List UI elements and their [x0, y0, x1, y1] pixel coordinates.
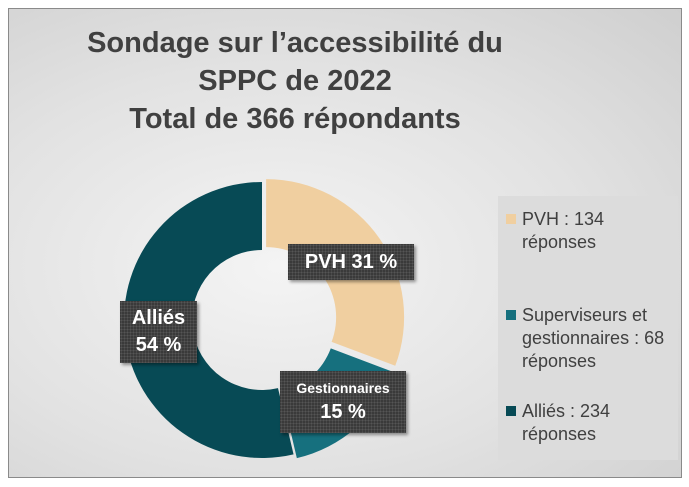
slice-allies [124, 182, 294, 458]
title-line-1: Sondage sur l’accessibilité du [87, 27, 503, 59]
data-label-allies: Alliés 54 % [120, 301, 197, 363]
legend-text: Superviseurs et gestionnaires : 68 répon… [522, 305, 665, 371]
legend-text: Alliés : 234 réponses [522, 401, 611, 444]
legend-item-allies: Alliés : 234 réponses [506, 400, 662, 446]
label-pct: 15 % [320, 401, 366, 423]
data-label-gestionnaires: Gestionnaires 15 % [280, 371, 406, 433]
legend-swatch [506, 310, 516, 320]
legend-item-pvh: PVH : 134 réponses [506, 208, 662, 254]
data-label-pvh: PVH 31 % [288, 244, 414, 280]
label-pct: 54 % [135, 334, 182, 356]
label-name: Gestionnaires [296, 380, 390, 396]
title-line-3: Total de 366 répondants [129, 103, 461, 135]
legend-swatch [506, 214, 516, 224]
legend-swatch [506, 406, 516, 416]
legend: PVH : 134 réponses Superviseurs et gesti… [498, 196, 678, 460]
label-name: PVH [304, 251, 346, 273]
title-line-2: SPPC de 2022 [198, 65, 392, 97]
label-pct: 31 % [351, 251, 398, 273]
label-name: Alliés [131, 307, 186, 329]
chart-title: Sondage sur l’accessibilité du SPPC de 2… [0, 24, 590, 138]
legend-item-superviseurs: Superviseurs et gestionnaires : 68 répon… [506, 304, 672, 373]
legend-text: PVH : 134 réponses [522, 209, 605, 252]
